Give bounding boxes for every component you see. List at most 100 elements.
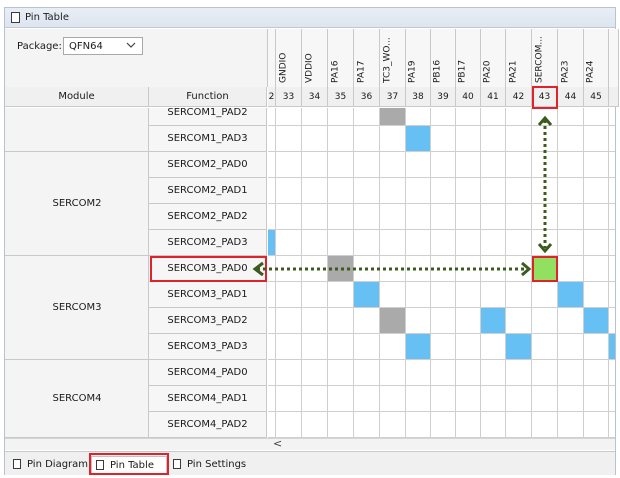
pin-cell[interactable]: [268, 308, 276, 334]
pin-cell[interactable]: [609, 282, 615, 308]
pin-cell[interactable]: [584, 178, 609, 204]
pin-cell[interactable]: [506, 178, 532, 204]
pin-cell[interactable]: [380, 360, 406, 386]
pin-cell-blue[interactable]: [406, 126, 431, 152]
pin-cell[interactable]: [558, 308, 584, 334]
pin-cell[interactable]: [481, 334, 506, 360]
pin-cell[interactable]: [609, 108, 615, 126]
pin-cell[interactable]: [431, 412, 456, 438]
pin-cell[interactable]: [558, 108, 584, 126]
pin-cell[interactable]: [406, 204, 431, 230]
pin-cell[interactable]: [481, 256, 506, 282]
pin-cell-blue[interactable]: [558, 282, 584, 308]
pin-cell[interactable]: [558, 334, 584, 360]
pin-column-gndio[interactable]: GNDIO: [276, 29, 302, 87]
pin-cell[interactable]: [456, 204, 481, 230]
pin-cell[interactable]: [328, 360, 354, 386]
pin-cell[interactable]: [431, 308, 456, 334]
pin-cell[interactable]: [532, 230, 558, 256]
pin-cell[interactable]: [431, 230, 456, 256]
pin-cell[interactable]: [609, 230, 615, 256]
pin-cell[interactable]: [506, 152, 532, 178]
pin-cell[interactable]: [584, 412, 609, 438]
pin-cell[interactable]: [276, 282, 302, 308]
pin-cell[interactable]: [328, 308, 354, 334]
pin-cell[interactable]: [609, 308, 615, 334]
pin-cell[interactable]: [406, 230, 431, 256]
pin-cell[interactable]: [380, 204, 406, 230]
pin-cell[interactable]: [328, 126, 354, 152]
pin-cell[interactable]: [302, 412, 328, 438]
pin-cell[interactable]: [456, 282, 481, 308]
pin-cell[interactable]: [406, 308, 431, 334]
pin-column-vddio[interactable]: VDDIO: [302, 29, 328, 87]
pin-cell[interactable]: [328, 282, 354, 308]
pin-cell[interactable]: [302, 126, 328, 152]
pin-cell[interactable]: [268, 256, 276, 282]
pin-cell[interactable]: [481, 230, 506, 256]
pin-cell[interactable]: [431, 178, 456, 204]
pin-cell[interactable]: [406, 360, 431, 386]
pin-cell[interactable]: [354, 126, 380, 152]
pin-cell-blue[interactable]: [584, 308, 609, 334]
horizontal-scrollbar[interactable]: <: [268, 437, 615, 450]
pin-cell[interactable]: [609, 256, 615, 282]
pin-cell[interactable]: [302, 386, 328, 412]
pin-cell[interactable]: [354, 334, 380, 360]
pin-cell-blue[interactable]: [609, 334, 615, 360]
pin-cell[interactable]: [431, 126, 456, 152]
pin-cell[interactable]: [302, 230, 328, 256]
tab-pin-settings[interactable]: Pin Settings: [169, 456, 251, 474]
pin-column-pa20[interactable]: PA20: [481, 29, 506, 87]
pin-cell[interactable]: [354, 412, 380, 438]
pin-cell[interactable]: [456, 178, 481, 204]
pin-cell[interactable]: [456, 230, 481, 256]
pin-cell[interactable]: [406, 282, 431, 308]
pin-cell[interactable]: [558, 178, 584, 204]
pin-cell[interactable]: [558, 126, 584, 152]
pin-cell[interactable]: [328, 230, 354, 256]
pin-cell[interactable]: [506, 108, 532, 126]
pin-cell[interactable]: [584, 108, 609, 126]
pin-cell[interactable]: [431, 108, 456, 126]
pin-cell[interactable]: [584, 126, 609, 152]
pin-cell[interactable]: [354, 230, 380, 256]
pin-cell[interactable]: [406, 178, 431, 204]
pin-cell[interactable]: [481, 360, 506, 386]
pin-cell[interactable]: [276, 204, 302, 230]
pin-cell[interactable]: [431, 386, 456, 412]
pin-cell[interactable]: [506, 308, 532, 334]
pin-cell[interactable]: [406, 386, 431, 412]
pin-cell[interactable]: [328, 412, 354, 438]
pin-cell[interactable]: [532, 204, 558, 230]
pin-cell-gray[interactable]: [328, 256, 354, 282]
pin-cell[interactable]: [456, 126, 481, 152]
pin-cell-blue[interactable]: [354, 282, 380, 308]
pin-cell[interactable]: [380, 334, 406, 360]
module-column-header[interactable]: Module: [5, 87, 149, 107]
pin-cell[interactable]: [584, 334, 609, 360]
pin-cell[interactable]: [268, 386, 276, 412]
pin-cell[interactable]: [558, 386, 584, 412]
pin-cell[interactable]: [268, 108, 276, 126]
pin-cell[interactable]: [380, 178, 406, 204]
pin-cell[interactable]: [276, 334, 302, 360]
pin-column-pa19[interactable]: PA19: [406, 29, 431, 87]
pin-cell[interactable]: [609, 204, 615, 230]
pin-cell[interactable]: [584, 204, 609, 230]
pin-cell[interactable]: [380, 412, 406, 438]
pin-cell[interactable]: [532, 308, 558, 334]
tab-pin-table[interactable]: Pin Table: [91, 456, 167, 474]
tab-pin-diagram[interactable]: Pin Diagram: [9, 456, 89, 474]
pin-column-pb17[interactable]: PB17: [456, 29, 481, 87]
pin-cell[interactable]: [380, 282, 406, 308]
pin-cell[interactable]: [506, 360, 532, 386]
pin-cell[interactable]: [276, 386, 302, 412]
pin-cell[interactable]: [584, 282, 609, 308]
pin-cell[interactable]: [558, 230, 584, 256]
pin-cell[interactable]: [406, 152, 431, 178]
pin-cell[interactable]: [276, 412, 302, 438]
pin-cell-blue[interactable]: [481, 308, 506, 334]
pin-cell[interactable]: [431, 204, 456, 230]
pin-cell[interactable]: [268, 412, 276, 438]
